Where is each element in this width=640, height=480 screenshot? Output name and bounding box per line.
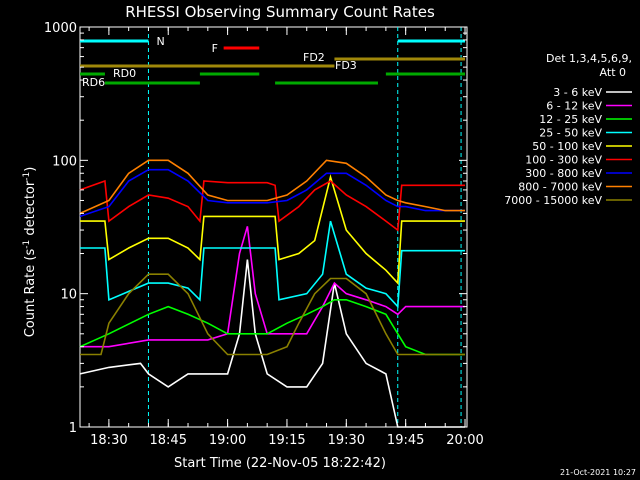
y-axis-label-main: Count Rate (s xyxy=(23,249,38,338)
series-line-50-100-kev xyxy=(80,173,465,286)
y-tick-label: 1 xyxy=(69,421,77,436)
x-axis-label: Start Time (22-Nov-05 18:22:42) xyxy=(174,456,386,471)
legend-label: 12 - 25 keV xyxy=(539,113,602,126)
y-axis-label-sup2: -1 xyxy=(22,172,32,181)
legend-label: 100 - 300 keV xyxy=(525,154,602,167)
series-line-100-300-kev xyxy=(79,179,465,232)
series-line-7000-15000-kev xyxy=(80,273,465,356)
legend-label: 7000 - 15000 keV xyxy=(504,194,602,207)
y-axis-label-end: ) xyxy=(23,167,38,172)
y-tick-label: 100 xyxy=(52,154,77,169)
x-tick-label: 19:15 xyxy=(268,433,305,448)
series-line-25-50-kev xyxy=(80,220,465,309)
series-line-800-7000-kev xyxy=(79,159,465,215)
series-line-300-800-kev xyxy=(79,168,465,218)
series-line-12-25-kev xyxy=(79,298,465,356)
flags-layer: N F FD2 FD3 RD0 RD6 xyxy=(80,35,466,89)
legend-label: 3 - 6 keV xyxy=(553,86,602,99)
y-axis-label: Count Rate (s-1 detector-1) xyxy=(22,167,38,338)
chart-title: RHESSI Observing Summary Count Rates xyxy=(125,3,435,21)
flag-label-rd0: RD0 xyxy=(113,67,136,80)
series-line-6-12-kev xyxy=(80,226,465,348)
legend-label: 25 - 50 keV xyxy=(539,127,602,140)
eclipse-lines xyxy=(147,27,462,427)
legend-label: 800 - 7000 keV xyxy=(518,181,602,194)
legend-label: 300 - 800 keV xyxy=(525,167,602,180)
y-tick-label: 10 xyxy=(60,288,77,303)
flag-label-f: F xyxy=(212,42,218,55)
x-tick-label: 20:00 xyxy=(446,433,483,448)
series-layer xyxy=(79,159,465,428)
ticks-layer: 1 10 100 1000 18:30 18:45 19:00 19:15 19:30 19:45… xyxy=(44,21,484,448)
flag-label-fd3: FD3 xyxy=(335,59,357,72)
legend-label: 6 - 12 keV xyxy=(546,100,602,113)
flag-label-n: N xyxy=(156,35,164,48)
flag-label-rd6: RD6 xyxy=(82,76,105,89)
x-tick-label: 18:45 xyxy=(150,433,187,448)
legend-label: 50 - 100 keV xyxy=(532,140,602,153)
x-tick-label: 19:00 xyxy=(209,433,246,448)
y-axis-label-sup1: -1 xyxy=(22,240,32,249)
detector-info-line1: Det 1,3,4,5,6,9, xyxy=(546,52,632,65)
x-tick-label: 19:45 xyxy=(387,433,424,448)
y-tick-label: 1000 xyxy=(44,21,77,36)
x-tick-label: 19:30 xyxy=(328,433,365,448)
flag-label-fd2: FD2 xyxy=(303,51,325,64)
detector-info-line2: Att 0 xyxy=(600,66,626,79)
plot-frame xyxy=(79,26,468,428)
series-line-3-6-kev xyxy=(79,259,465,428)
y-axis-label-mid: detector xyxy=(23,180,38,240)
x-tick-label: 18:30 xyxy=(90,433,127,448)
plot-border xyxy=(79,26,468,428)
footer-date: 21-Oct-2021 10:27 xyxy=(560,468,636,477)
